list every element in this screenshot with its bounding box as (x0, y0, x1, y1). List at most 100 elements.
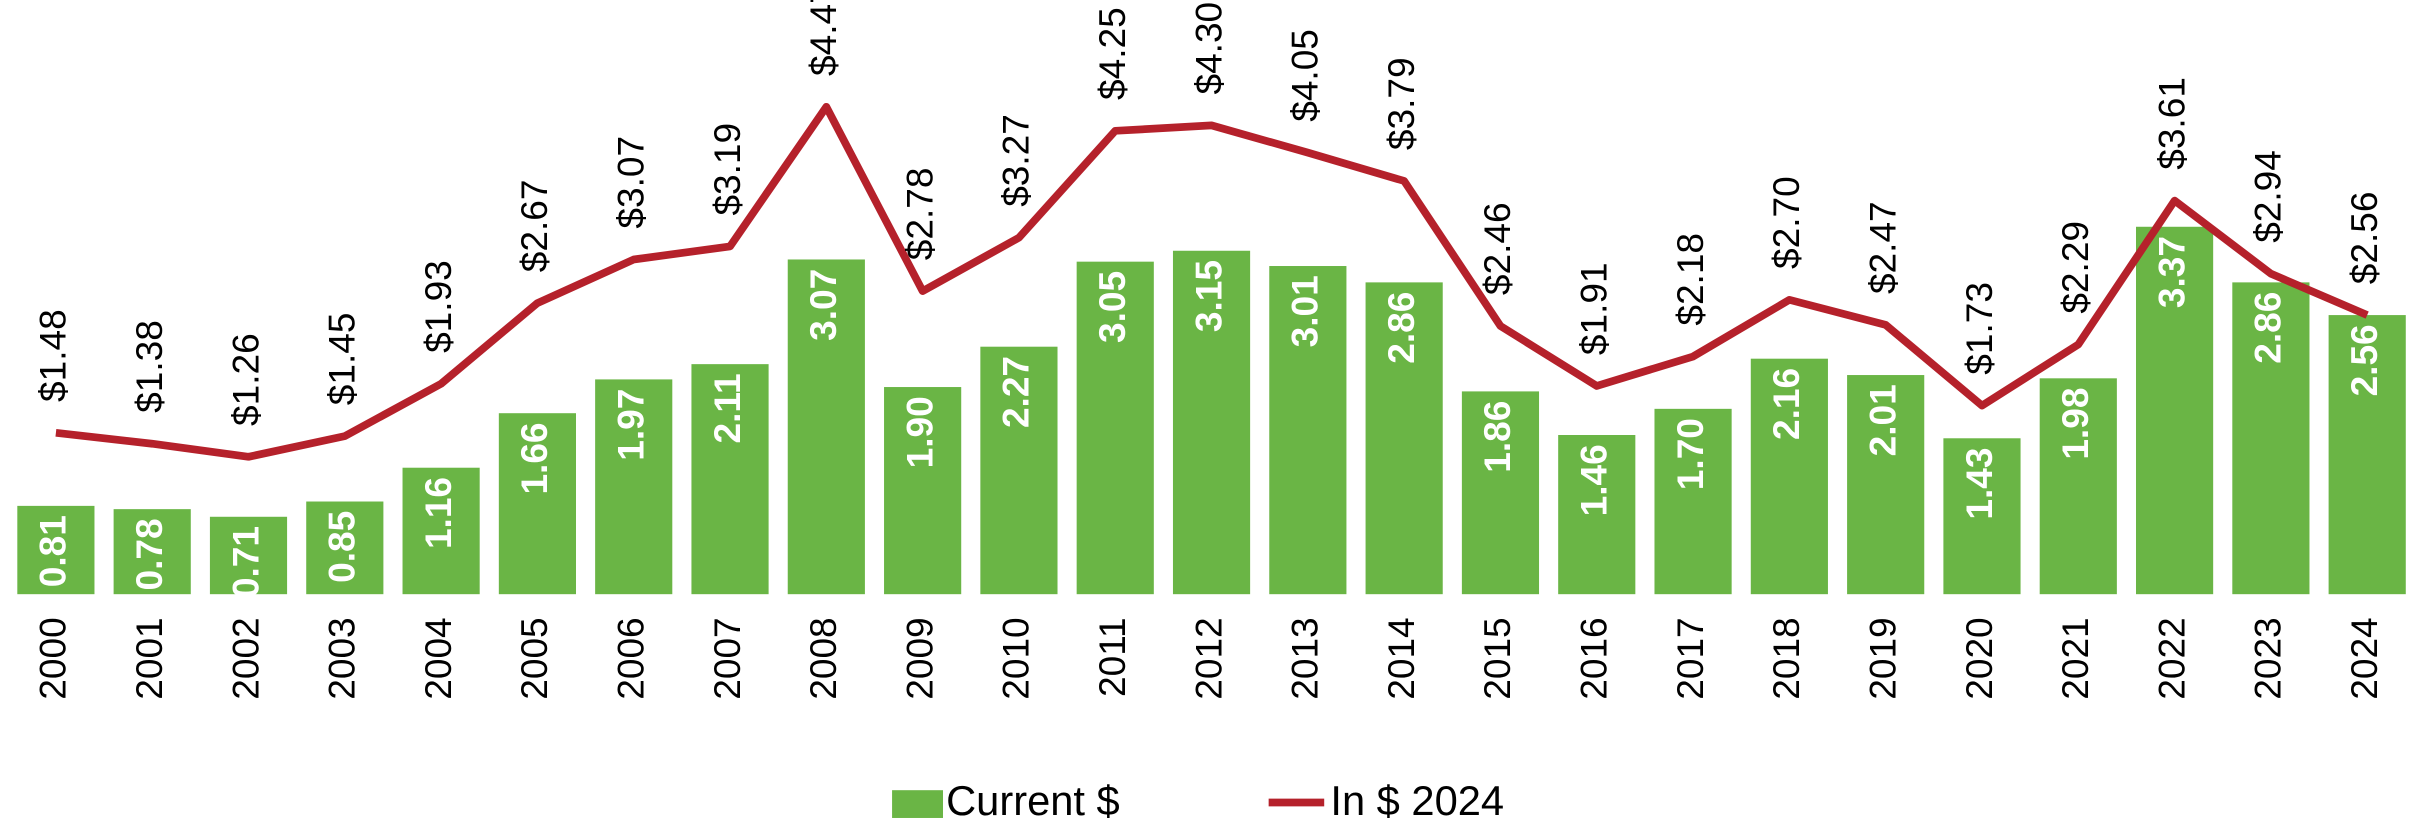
line-value-label: $3.79 (1380, 57, 1422, 150)
bar-value-label: 1.97 (609, 389, 651, 461)
x-tick-label: 2018 (1765, 617, 1807, 699)
bar (1365, 282, 1443, 595)
bar-value-label: 2.01 (1861, 384, 1903, 456)
bar (1750, 358, 1828, 595)
line-value-label: $2.56 (2343, 192, 2385, 285)
bar-value-label: 3.01 (1284, 275, 1326, 347)
line-value-label: $1.38 (128, 320, 170, 413)
x-tick-label: 2005 (513, 617, 555, 699)
line-value-label: $3.61 (2150, 77, 2192, 170)
x-tick-label: 2008 (802, 617, 844, 699)
bar (691, 364, 769, 595)
x-tick-label: 2002 (224, 617, 266, 699)
bar-value-label: 1.16 (417, 477, 459, 549)
line-value-label: $1.93 (417, 260, 459, 353)
bar-value-label: 1.43 (1958, 448, 2000, 520)
bar (1076, 261, 1154, 595)
line-value-label: $1.91 (1573, 262, 1615, 355)
x-tick-label: 2016 (1573, 617, 1615, 699)
line-value-label: $2.29 (2054, 221, 2096, 314)
bar-value-label: 3.37 (2150, 236, 2192, 308)
bar-value-label: 2.27 (995, 356, 1037, 428)
bar-value-label: 1.46 (1573, 444, 1615, 516)
bar-value-label: 3.05 (1091, 271, 1133, 343)
x-tick-label: 2015 (1476, 617, 1518, 699)
bar (2039, 378, 2117, 595)
line-value-label: $3.19 (706, 123, 748, 216)
bar-value-label: 0.71 (224, 526, 266, 598)
line-value-label: $3.07 (609, 136, 651, 229)
x-tick-label: 2013 (1284, 617, 1326, 699)
bar (2232, 282, 2310, 595)
x-tick-label: 2024 (2343, 617, 2385, 699)
bar (17, 505, 95, 595)
x-tick-label: 2019 (1861, 617, 1903, 699)
x-tick-label: 2012 (1187, 617, 1229, 699)
bar (402, 467, 480, 595)
line-value-label: $1.26 (224, 333, 266, 426)
x-tick-label: 2009 (898, 617, 940, 699)
bar-value-label: 1.70 (1669, 418, 1711, 490)
x-tick-label: 2022 (2150, 617, 2192, 699)
line-value-label: $3.27 (995, 114, 1037, 207)
bar-value-label: 2.11 (706, 373, 748, 443)
line-value-label: $4.47 (802, 0, 844, 76)
legend-swatch (892, 790, 944, 818)
bar-value-label: 2.86 (2247, 292, 2289, 364)
x-tick-label: 2020 (1958, 617, 2000, 699)
bar-value-label: 3.07 (802, 269, 844, 341)
x-tick-label: 2011 (1091, 617, 1133, 697)
line (55, 102, 2369, 461)
legend-label: Current $ (946, 777, 1120, 824)
bar (498, 413, 576, 595)
line-value-label: $4.05 (1284, 29, 1326, 122)
bar-value-label: 0.85 (321, 511, 363, 583)
bar (2136, 226, 2214, 595)
bar (209, 516, 288, 595)
bar-value-label: 1.90 (898, 396, 940, 468)
bar-value-label: 2.16 (1765, 368, 1807, 440)
x-tick-label: 2001 (128, 617, 170, 699)
bar (306, 501, 384, 595)
line-value-label: $1.45 (321, 313, 363, 406)
line-value-label: $1.73 (1958, 282, 2000, 375)
x-tick-label: 2014 (1380, 617, 1422, 699)
line-value-label: $2.70 (1765, 176, 1807, 269)
line-value-label: $4.25 (1091, 7, 1133, 100)
x-tick-label: 2023 (2247, 617, 2289, 699)
x-tick-label: 2000 (32, 617, 74, 699)
bar (1269, 266, 1347, 595)
line-value-label: $4.30 (1187, 2, 1229, 95)
line-value-label: $2.18 (1669, 233, 1711, 326)
bar (980, 346, 1058, 595)
bar-value-label: 1.98 (2054, 388, 2096, 460)
bar-value-label: 3.15 (1187, 260, 1229, 332)
bar-value-label: 2.56 (2343, 324, 2385, 396)
bar (1847, 375, 1925, 595)
bar-value-label: 2.86 (1380, 292, 1422, 364)
x-tick-label: 2010 (995, 617, 1037, 699)
legend-label: In $ 2024 (1330, 777, 1504, 824)
line-value-label: $2.67 (513, 180, 555, 273)
bar (1943, 438, 2021, 595)
x-tick-label: 2021 (2054, 617, 2096, 699)
bar-value-label: 0.78 (128, 518, 170, 590)
line-value-label: $2.94 (2247, 150, 2289, 243)
bar (1172, 250, 1251, 595)
bar-value-label: 0.81 (32, 515, 74, 587)
x-tick-label: 2017 (1669, 617, 1711, 699)
bar (595, 379, 673, 595)
bar-value-label: 1.66 (513, 422, 555, 494)
line-value-label: $2.46 (1476, 202, 1518, 295)
x-tick-label: 2003 (321, 617, 363, 699)
bar (1461, 391, 1540, 595)
line-value-label: $2.78 (898, 168, 940, 261)
line-value-label: $1.48 (32, 309, 74, 402)
bar (113, 509, 191, 595)
line-value-label: $2.47 (1861, 201, 1903, 294)
bar (787, 259, 865, 595)
bar-value-label: 1.86 (1476, 401, 1518, 473)
bar (1654, 408, 1732, 595)
bar (1558, 435, 1636, 595)
